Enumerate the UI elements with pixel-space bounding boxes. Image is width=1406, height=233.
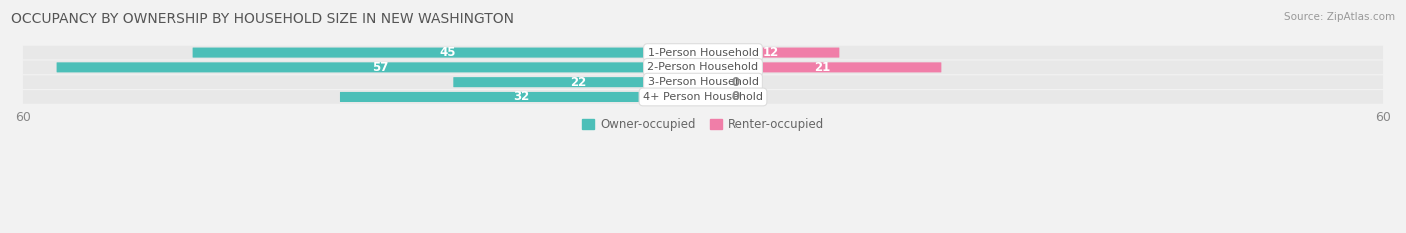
FancyBboxPatch shape xyxy=(703,92,724,102)
FancyBboxPatch shape xyxy=(703,62,942,72)
Text: 21: 21 xyxy=(814,61,830,74)
FancyBboxPatch shape xyxy=(56,62,703,72)
FancyBboxPatch shape xyxy=(193,48,703,58)
Text: Source: ZipAtlas.com: Source: ZipAtlas.com xyxy=(1284,12,1395,22)
Text: 32: 32 xyxy=(513,90,530,103)
FancyBboxPatch shape xyxy=(703,48,839,58)
Text: 0: 0 xyxy=(731,76,740,89)
Text: 1-Person Household: 1-Person Household xyxy=(648,48,758,58)
Text: OCCUPANCY BY OWNERSHIP BY HOUSEHOLD SIZE IN NEW WASHINGTON: OCCUPANCY BY OWNERSHIP BY HOUSEHOLD SIZE… xyxy=(11,12,515,26)
Text: 12: 12 xyxy=(763,46,779,59)
Text: 22: 22 xyxy=(571,76,586,89)
Text: 3-Person Household: 3-Person Household xyxy=(648,77,758,87)
FancyBboxPatch shape xyxy=(22,61,1384,74)
Text: 2-Person Household: 2-Person Household xyxy=(647,62,759,72)
FancyBboxPatch shape xyxy=(703,77,724,87)
Text: 57: 57 xyxy=(371,61,388,74)
FancyBboxPatch shape xyxy=(22,90,1384,104)
Text: 4+ Person Household: 4+ Person Household xyxy=(643,92,763,102)
FancyBboxPatch shape xyxy=(453,77,703,87)
Legend: Owner-occupied, Renter-occupied: Owner-occupied, Renter-occupied xyxy=(578,113,828,136)
FancyBboxPatch shape xyxy=(22,75,1384,89)
FancyBboxPatch shape xyxy=(22,46,1384,59)
Text: 0: 0 xyxy=(731,90,740,103)
Text: 45: 45 xyxy=(440,46,456,59)
FancyBboxPatch shape xyxy=(340,92,703,102)
